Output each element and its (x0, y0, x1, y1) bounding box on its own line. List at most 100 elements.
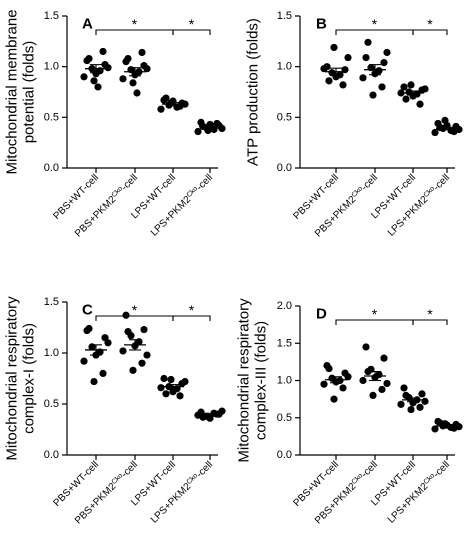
data-point (380, 59, 388, 67)
y-tick-label: 0.5 (277, 412, 292, 424)
y-tick-label: 1.5 (44, 296, 59, 308)
y-tick-label: 2.0 (277, 300, 292, 312)
y-axis-label-line: Mitochondrial respiratory (235, 298, 252, 463)
data-point (409, 399, 417, 407)
y-tick-label: 1.5 (44, 10, 59, 22)
x-tick-label: LPS+PKM2Cko-cell (385, 459, 452, 526)
data-point (421, 85, 429, 93)
data-point (369, 391, 377, 399)
y-axis-label-line: complex-I (folds) (21, 323, 38, 434)
data-point (162, 94, 170, 102)
y-tick-label: 1.0 (277, 61, 292, 73)
data-point (364, 367, 372, 376)
data-point (138, 359, 146, 367)
data-point (122, 311, 130, 319)
data-point (320, 380, 328, 388)
chart-panel-d: D Mitochondrial respiratorycomplex-III (f… (235, 298, 463, 526)
data-point (344, 373, 352, 381)
data-point (124, 54, 132, 63)
data-point (99, 369, 107, 377)
data-point (204, 126, 212, 135)
data-point (129, 79, 137, 87)
data-point (378, 83, 386, 91)
y-tick-label: 0.5 (44, 398, 59, 410)
data-point (140, 325, 148, 334)
data-point (94, 83, 102, 91)
data-point (92, 70, 100, 78)
y-tick-label: 0.0 (277, 162, 292, 174)
data-point (90, 377, 98, 386)
data-point (85, 54, 93, 63)
y-tick-label: 0.5 (277, 111, 292, 123)
data-point (157, 105, 165, 113)
data-point (416, 403, 424, 411)
data-point (362, 343, 370, 351)
data-point (138, 48, 146, 57)
y-tick-label: 1.0 (44, 347, 59, 359)
y-tick-label: 0.0 (44, 449, 59, 461)
y-tick-label: 1.0 (277, 375, 292, 387)
data-point (383, 379, 391, 388)
data-point (364, 38, 372, 46)
data-point (143, 351, 151, 359)
significance-star: * (427, 306, 433, 322)
data-point (397, 89, 405, 97)
significance-star: * (132, 302, 138, 318)
data-point (320, 65, 328, 73)
data-point (119, 347, 127, 355)
y-tick-label: 1.5 (277, 10, 292, 22)
significance-star: * (189, 16, 195, 32)
significance-bracket (172, 315, 211, 321)
data-point (181, 377, 189, 386)
data-point (129, 366, 137, 374)
data-point (418, 390, 426, 398)
data-point (359, 74, 367, 82)
y-tick-label: 0.0 (44, 162, 59, 174)
y-axis-label: Mitochondrial respiratorycomplex-I (fold… (3, 296, 37, 461)
chart-panel-c: C Mitochondrial respiratorycomplex-I (fol… (3, 296, 226, 526)
significance-star: * (132, 16, 138, 32)
data-point (169, 388, 177, 396)
y-axis-label-line: Mitochondrial respiratory (3, 296, 20, 461)
data-point (80, 357, 88, 365)
data-point (133, 89, 141, 97)
data-point (325, 364, 333, 373)
significance-star: * (372, 306, 378, 322)
data-point (162, 390, 170, 398)
x-tick-label: LPS+PKM2Cko-cell (148, 172, 215, 239)
data-point (402, 95, 410, 103)
data-point (409, 92, 417, 100)
data-point (339, 81, 347, 89)
data-point (104, 64, 112, 72)
data-point (400, 384, 408, 392)
panel-letter: C (82, 301, 93, 318)
data-point (369, 91, 377, 99)
x-tick-label: LPS+PKM2Cko-cell (385, 172, 452, 239)
data-point (402, 391, 410, 399)
panel-letter: D (316, 305, 327, 322)
data-point (339, 384, 347, 392)
data-point (378, 385, 386, 394)
data-point (124, 327, 132, 336)
panel-letter: A (82, 15, 93, 32)
data-point (104, 339, 112, 347)
data-point (330, 43, 338, 52)
data-point (400, 83, 408, 91)
data-point (90, 77, 98, 85)
data-point (416, 100, 424, 108)
data-point (160, 374, 168, 383)
data-point (421, 397, 429, 405)
data-point (330, 395, 338, 403)
data-point (325, 77, 333, 85)
data-point (383, 48, 391, 57)
data-point (344, 53, 352, 62)
significance-star: * (427, 16, 433, 32)
panel-letter: B (316, 15, 327, 32)
data-point (157, 384, 165, 392)
significance-bracket (412, 29, 448, 35)
y-axis-label-line: ATP production (folds) (244, 18, 261, 166)
data-point (176, 392, 184, 400)
data-point (85, 324, 93, 333)
data-point (80, 73, 88, 81)
